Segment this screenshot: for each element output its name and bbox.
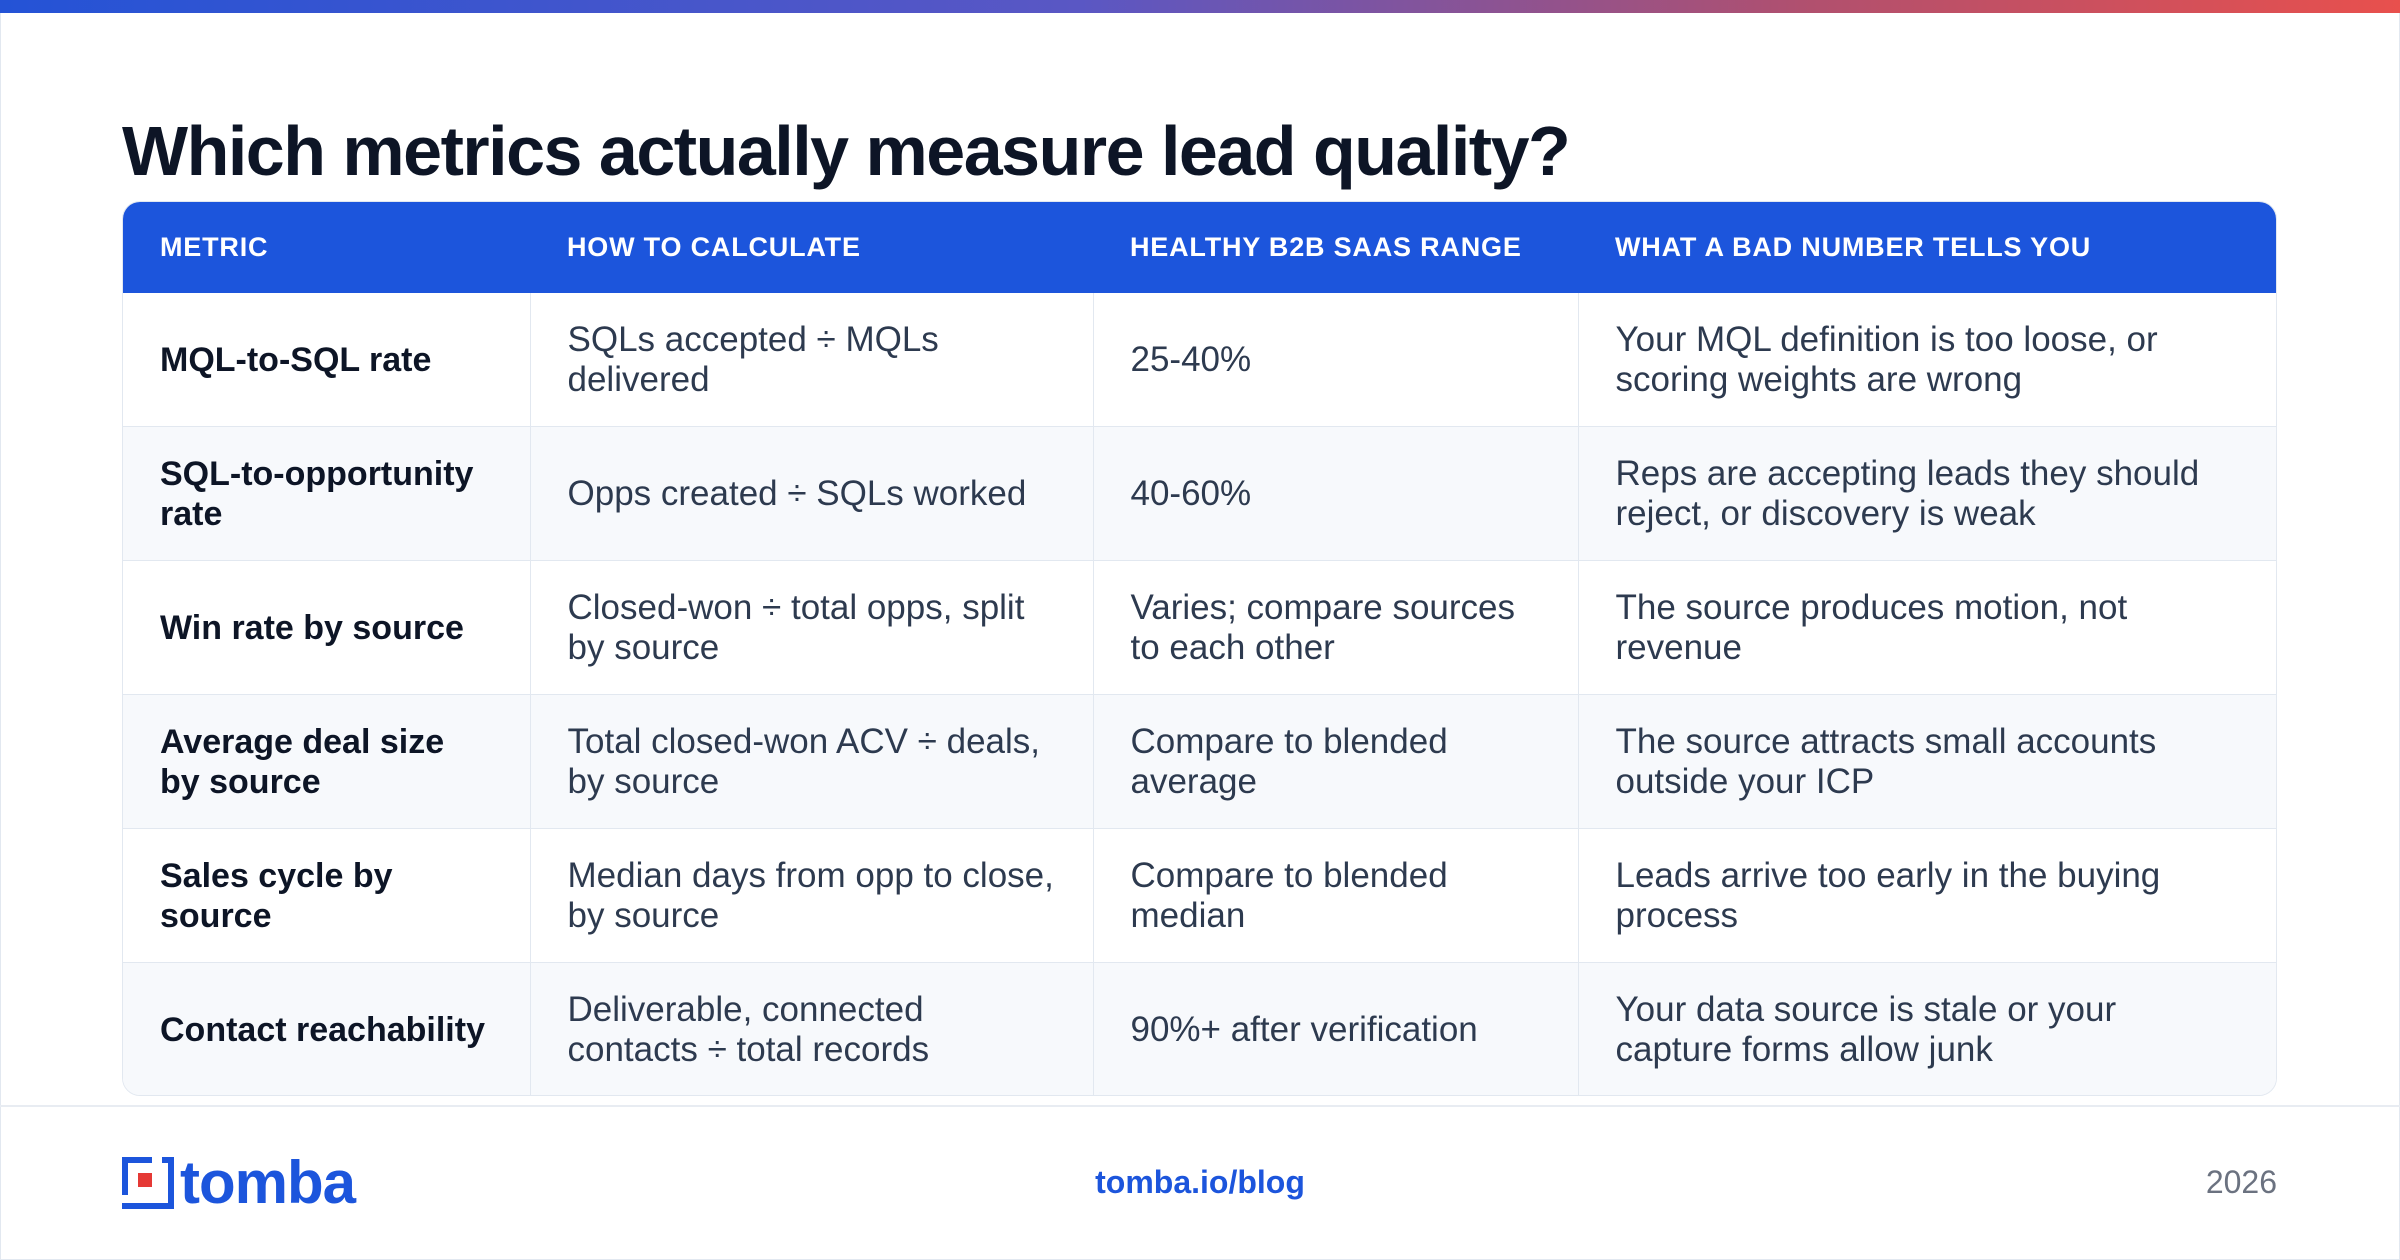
- tomba-logo[interactable]: tomba: [122, 1149, 356, 1216]
- metrics-table: METRIC HOW TO CALCULATE HEALTHY B2B SAAS…: [122, 201, 2277, 1096]
- diagnosis-cell: Reps are accepting leads they should rej…: [1577, 426, 2276, 561]
- logo-wordmark: tomba: [180, 1149, 356, 1216]
- diagnosis-cell: The source produces motion, not revenue: [1577, 560, 2276, 695]
- table-header-row: METRIC HOW TO CALCULATE HEALTHY B2B SAAS…: [123, 202, 2276, 293]
- table-row: Average deal size by source Total closed…: [123, 694, 2276, 829]
- tomba-logo-icon: [122, 1157, 174, 1209]
- table-row: Sales cycle by source Median days from o…: [123, 828, 2276, 963]
- metric-cell: Average deal size by source: [123, 694, 530, 829]
- range-cell: 40-60%: [1092, 426, 1578, 561]
- calculation-cell: Median days from opp to close, by source: [529, 828, 1093, 963]
- table-row: Contact reachability Deliverable, connec…: [123, 962, 2276, 1095]
- range-cell: Compare to blended median: [1092, 828, 1578, 963]
- header-metric: METRIC: [123, 202, 530, 293]
- footer-divider: [0, 1105, 2400, 1107]
- diagnosis-cell: Leads arrive too early in the buying pro…: [1577, 828, 2276, 963]
- calculation-cell: SQLs accepted ÷ MQLs delivered: [529, 293, 1093, 427]
- metric-cell: Sales cycle by source: [123, 828, 530, 963]
- table-row: MQL-to-SQL rate SQLs accepted ÷ MQLs del…: [123, 293, 2276, 427]
- top-gradient-bar: [0, 0, 2400, 13]
- metric-cell: Contact reachability: [123, 962, 530, 1095]
- header-how-to-calculate: HOW TO CALCULATE: [530, 202, 1093, 293]
- page-title: Which metrics actually measure lead qual…: [122, 112, 1571, 190]
- metric-cell: MQL-to-SQL rate: [160, 340, 432, 379]
- range-cell: 90%+ after verification: [1092, 962, 1578, 1095]
- metric-cell: Win rate by source: [123, 560, 530, 695]
- table-row: Win rate by source Closed-won ÷ total op…: [123, 560, 2276, 695]
- footer-year: 2026: [2205, 1164, 2277, 1200]
- header-healthy-range: HEALTHY B2B SAAS RANGE: [1093, 202, 1578, 293]
- diagnosis-cell: Your MQL definition is too loose, or sco…: [1577, 293, 2276, 427]
- range-cell: 25-40%: [1092, 293, 1578, 427]
- calculation-cell: Closed-won ÷ total opps, split by source: [529, 560, 1093, 695]
- calculation-cell: Total closed-won ACV ÷ deals, by source: [529, 694, 1093, 829]
- calculation-cell: Deliverable, connected contacts ÷ total …: [529, 962, 1093, 1095]
- metric-cell: SQL-to-opportunity rate: [123, 426, 530, 561]
- range-cell: Compare to blended average: [1092, 694, 1578, 829]
- header-bad-number: WHAT A BAD NUMBER TELLS YOU: [1578, 202, 2276, 293]
- blog-link[interactable]: tomba.io/blog: [1095, 1164, 1305, 1200]
- calculation-cell: Opps created ÷ SQLs worked: [529, 426, 1093, 561]
- range-cell: Varies; compare sources to each other: [1092, 560, 1578, 695]
- diagnosis-cell: Your data source is stale or your captur…: [1577, 962, 2276, 1095]
- diagnosis-cell: The source attracts small accounts outsi…: [1577, 694, 2276, 829]
- table-row: SQL-to-opportunity rate Opps created ÷ S…: [123, 426, 2276, 561]
